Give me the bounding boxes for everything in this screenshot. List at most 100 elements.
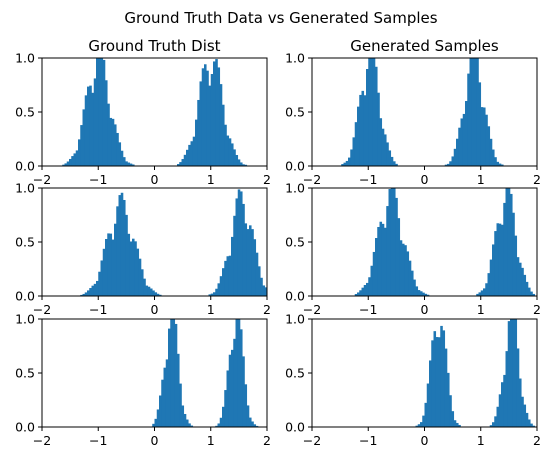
x-tick-label: 2 (533, 433, 541, 448)
histogram-bar (231, 236, 234, 296)
histogram-bar (357, 106, 360, 166)
histogram-bar (489, 425, 493, 427)
histogram-bar (132, 164, 135, 166)
histogram-bar (487, 126, 491, 166)
histogram-bar (249, 417, 252, 427)
histogram-bar (93, 283, 97, 296)
histogram-bar (183, 413, 187, 427)
histogram-bar (96, 280, 99, 296)
histogram-bar (93, 78, 97, 166)
histogram-bar (224, 390, 227, 427)
x-tick-label: 2 (533, 302, 541, 317)
x-tick-label: −2 (33, 433, 51, 448)
histogram-bar (372, 251, 376, 296)
histogram-bar (503, 374, 506, 427)
histogram-bar (125, 214, 128, 296)
histogram-bar (375, 238, 378, 296)
histogram-bar (253, 239, 257, 296)
histogram-bar (458, 424, 461, 427)
histogram-bar (487, 273, 491, 296)
histogram-bar (246, 405, 250, 427)
histogram-bar (87, 290, 90, 296)
histogram-bar (390, 188, 394, 296)
histogram-bar (420, 291, 423, 296)
histogram-bar (496, 223, 500, 296)
histogram-bar (440, 325, 443, 427)
histogram-bar (136, 248, 140, 296)
histogram-bar (109, 233, 113, 296)
y-tick-label: 0.5 (285, 105, 305, 120)
histogram-bar (100, 260, 104, 296)
histogram-bar (118, 142, 122, 166)
subplots-grid: −2 −1 0 1 2 0.0 0.5 1.0 Ground Truth Dist −2 −1 0 1 2… (15, 37, 541, 448)
histogram-bar (242, 356, 245, 427)
histogram-bar (147, 286, 151, 296)
histogram-bar (134, 241, 137, 296)
histogram-bar (386, 142, 389, 166)
x-tick-label: −1 (359, 433, 377, 448)
histogram-bar (226, 370, 230, 427)
histogram-bar (188, 423, 191, 427)
histogram-bar (195, 119, 198, 166)
histogram-bar (109, 117, 113, 166)
histogram-bar (152, 423, 155, 427)
histogram-bar (217, 67, 221, 166)
histogram-bar (519, 262, 522, 296)
histogram-bar (231, 143, 234, 166)
histogram-bar (354, 122, 358, 166)
histogram-bar (460, 118, 464, 166)
histogram-bar (393, 188, 396, 296)
subplot-gen3: −2 −1 0 1 2 0.0 0.5 1.0 (285, 312, 541, 449)
histogram-bar (503, 202, 506, 296)
histogram-bar (129, 241, 133, 296)
histogram-bar (233, 149, 236, 166)
y-tick-label: 0.0 (15, 159, 35, 174)
histogram-bar (213, 61, 216, 166)
histogram-bar (240, 162, 243, 166)
x-tick-label: 0 (151, 172, 159, 187)
histogram-bar (172, 319, 176, 427)
histogram-bar (213, 292, 216, 296)
x-tick-label: 1 (477, 302, 485, 317)
histogram-bar (143, 278, 146, 296)
histogram-bar (424, 402, 428, 427)
histogram-bar (456, 422, 459, 427)
histogram-bar (395, 163, 398, 166)
histogram-bar (478, 82, 482, 166)
histogram-bar (352, 137, 356, 166)
histogram-bar (530, 423, 533, 427)
histogram-bar (345, 160, 349, 166)
histogram-bar (141, 269, 144, 296)
histogram-bar (469, 58, 473, 166)
histogram-bar (379, 118, 383, 166)
histogram-bar (62, 164, 65, 166)
histogram-bar (381, 128, 385, 166)
histogram-bar (156, 293, 160, 296)
histogram-bar (381, 223, 385, 296)
histogram-bar (244, 384, 248, 427)
histogram-bar (179, 383, 182, 427)
histogram-bar (476, 58, 479, 166)
histogram-bar (260, 277, 263, 296)
histogram-bar (165, 359, 169, 427)
histogram-bar (476, 293, 479, 296)
histogram-bar (152, 290, 155, 296)
histogram-bar (393, 161, 396, 166)
histogram-bar (521, 396, 524, 427)
x-tick-label: 0 (151, 433, 159, 448)
histogram-bar (404, 245, 407, 296)
histogram-bar (505, 351, 509, 427)
histogram-bar (242, 164, 245, 166)
histogram-bar (251, 421, 254, 427)
histogram-bar (233, 338, 236, 427)
histogram-bar (235, 198, 239, 296)
x-tick-label: 2 (263, 433, 271, 448)
histogram-bar (415, 286, 419, 296)
histogram-bar (489, 138, 493, 166)
histogram-bar (235, 319, 239, 427)
histogram-bar (417, 424, 421, 427)
histogram-bar (96, 58, 99, 166)
histogram-bar (348, 157, 351, 166)
x-tick-label: −1 (359, 302, 377, 317)
